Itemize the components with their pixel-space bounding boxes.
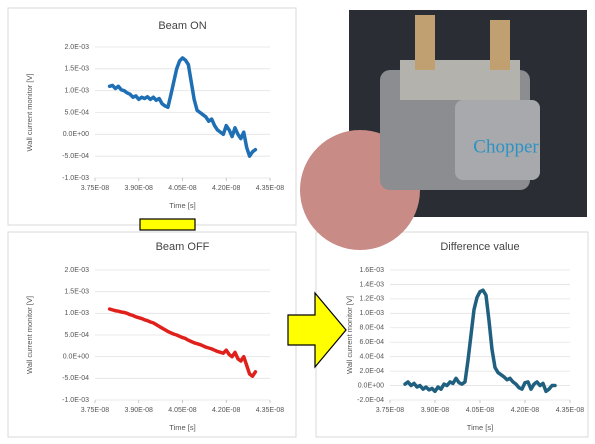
photo-label: Chopper bbox=[473, 136, 539, 157]
x-tick-label: 3.90E-08 bbox=[125, 407, 154, 414]
panel bbox=[315, 231, 589, 438]
y-tick-label: -1.0E-03 bbox=[62, 175, 89, 182]
y-tick-label: 0.0E+00 bbox=[358, 382, 384, 389]
y-axis-label: Wall current monitor [V] bbox=[345, 296, 354, 374]
x-tick-label: 3.90E-08 bbox=[421, 407, 450, 414]
y-tick-label: 1.0E-03 bbox=[64, 310, 89, 317]
x-tick-label: 3.90E-08 bbox=[125, 185, 154, 192]
x-tick-label: 4.35E-08 bbox=[556, 407, 585, 414]
x-tick-label: 3.75E-08 bbox=[81, 185, 110, 192]
y-tick-label: 1.4E-03 bbox=[359, 281, 384, 288]
y-tick-label: 2.0E-03 bbox=[64, 44, 89, 51]
photo-post bbox=[415, 15, 435, 70]
y-tick-label: 1.2E-03 bbox=[359, 296, 384, 303]
chart-title: Beam ON bbox=[158, 20, 206, 32]
photo-post bbox=[490, 20, 510, 70]
y-tick-label: -5.0E-04 bbox=[62, 153, 89, 160]
y-axis-label: Wall current monitor [V] bbox=[25, 73, 34, 151]
y-tick-label: 4.0E-04 bbox=[359, 354, 384, 361]
chart-title: Beam OFF bbox=[156, 241, 210, 253]
y-tick-label: 5.0E-04 bbox=[64, 109, 89, 116]
x-tick-label: 4.05E-08 bbox=[168, 185, 197, 192]
y-tick-label: 1.0E-03 bbox=[64, 88, 89, 95]
x-tick-label: 3.75E-08 bbox=[81, 407, 110, 414]
panel bbox=[7, 7, 297, 226]
y-tick-label: 5.0E-04 bbox=[64, 332, 89, 339]
data-line bbox=[403, 288, 557, 394]
y-tick-label: 8.0E-04 bbox=[359, 325, 384, 332]
panel bbox=[7, 231, 297, 438]
x-tick-label: 4.05E-08 bbox=[466, 407, 495, 414]
photo: Chopper bbox=[300, 10, 587, 250]
connector bbox=[139, 218, 196, 231]
y-axis-label: Wall current monitor [V] bbox=[25, 296, 34, 374]
y-tick-label: 1.0E-03 bbox=[359, 310, 384, 317]
arrow bbox=[287, 291, 347, 369]
x-axis-label: Time [s] bbox=[169, 201, 195, 210]
y-tick-label: -2.0E-04 bbox=[357, 397, 384, 404]
x-tick-label: 3.75E-08 bbox=[376, 407, 405, 414]
y-tick-label: 6.0E-04 bbox=[359, 339, 384, 346]
x-axis-label: Time [s] bbox=[467, 423, 493, 432]
x-tick-label: 4.20E-08 bbox=[212, 407, 241, 414]
y-tick-label: -5.0E-04 bbox=[62, 375, 89, 382]
y-tick-label: 2.0E-03 bbox=[64, 267, 89, 274]
y-tick-label: 1.5E-03 bbox=[64, 66, 89, 73]
photo-plate bbox=[455, 100, 540, 180]
y-tick-label: 2.0E-04 bbox=[359, 368, 384, 375]
x-tick-label: 4.20E-08 bbox=[511, 407, 540, 414]
y-tick-label: 1.5E-03 bbox=[64, 289, 89, 296]
data-line bbox=[107, 56, 258, 158]
y-tick-label: 1.6E-03 bbox=[359, 267, 384, 274]
chart-title: Difference value bbox=[440, 241, 519, 253]
x-axis-label: Time [s] bbox=[169, 423, 195, 432]
y-tick-label: -1.0E-03 bbox=[62, 397, 89, 404]
x-tick-label: 4.05E-08 bbox=[168, 407, 197, 414]
data-line bbox=[107, 307, 258, 378]
x-tick-label: 4.35E-08 bbox=[256, 407, 285, 414]
y-tick-label: 0.0E+00 bbox=[63, 354, 89, 361]
x-tick-label: 4.20E-08 bbox=[212, 185, 241, 192]
y-tick-label: 0.0E+00 bbox=[63, 131, 89, 138]
x-tick-label: 4.35E-08 bbox=[256, 185, 285, 192]
